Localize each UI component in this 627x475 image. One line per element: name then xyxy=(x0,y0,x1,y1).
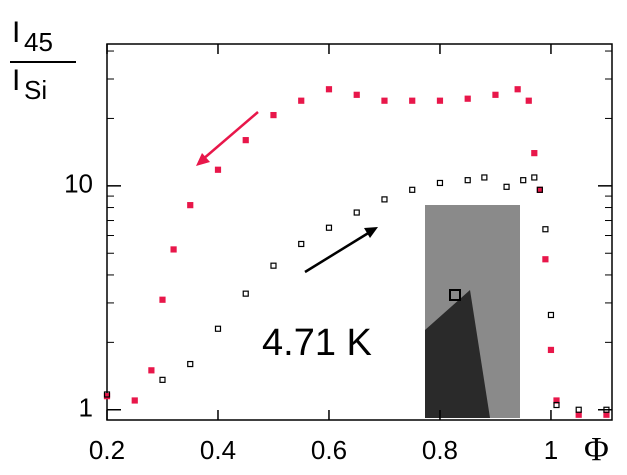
marker xyxy=(381,97,388,104)
marker xyxy=(547,311,555,319)
marker xyxy=(270,262,277,269)
marker xyxy=(298,97,305,104)
marker xyxy=(536,186,543,193)
marker xyxy=(531,150,538,157)
marker xyxy=(131,397,138,404)
marker xyxy=(436,179,444,187)
x-label: Φ xyxy=(584,431,609,468)
y-label-num-sub: 45 xyxy=(24,27,53,57)
marker xyxy=(520,177,527,184)
marker xyxy=(525,97,532,104)
marker xyxy=(214,166,222,173)
marker xyxy=(547,346,555,354)
marker xyxy=(464,95,471,102)
marker xyxy=(464,177,471,184)
marker xyxy=(353,91,360,98)
marker xyxy=(298,240,305,248)
y-tick-label: 1 xyxy=(79,393,93,423)
marker xyxy=(103,391,111,398)
marker xyxy=(103,393,111,400)
marker xyxy=(531,174,538,181)
marker xyxy=(536,186,543,193)
y-label-den-sub: Si xyxy=(24,75,47,105)
x-tick-label: 0.8 xyxy=(422,435,458,465)
marker xyxy=(575,411,582,418)
x-tick-label: 0.2 xyxy=(89,435,125,465)
marker xyxy=(325,86,333,93)
marker xyxy=(409,186,416,193)
marker xyxy=(148,367,155,374)
marker xyxy=(170,246,177,253)
marker xyxy=(603,411,610,418)
marker xyxy=(325,224,333,231)
marker xyxy=(242,137,249,144)
marker xyxy=(553,401,560,409)
x-tick-label: 0.6 xyxy=(311,435,347,465)
marker xyxy=(542,226,549,233)
y-label-den-base: I xyxy=(12,64,20,97)
marker xyxy=(187,360,194,368)
x-tick-label: 1 xyxy=(544,435,558,465)
marker xyxy=(187,202,194,209)
y-label: I 45 I Si xyxy=(10,16,76,105)
x-tick-label: 0.4 xyxy=(200,435,236,465)
marker xyxy=(436,97,444,104)
inset-image xyxy=(425,205,520,418)
marker xyxy=(214,325,222,332)
marker xyxy=(603,406,610,413)
plot-frame xyxy=(106,43,613,421)
marker xyxy=(575,406,582,413)
marker xyxy=(353,209,360,216)
marker xyxy=(503,183,510,190)
marker xyxy=(242,290,249,297)
annotation: 4.71 K xyxy=(262,322,372,364)
marker xyxy=(514,86,521,93)
marker xyxy=(381,196,388,203)
marker xyxy=(481,174,488,181)
marker xyxy=(159,376,166,383)
marker xyxy=(270,111,277,119)
arrows xyxy=(196,111,378,274)
marker xyxy=(492,91,499,98)
marker xyxy=(542,256,549,263)
marker xyxy=(159,296,166,303)
marker xyxy=(409,97,416,104)
y-label-num-base: I xyxy=(12,16,20,49)
y-tick-label: 10 xyxy=(64,169,93,199)
